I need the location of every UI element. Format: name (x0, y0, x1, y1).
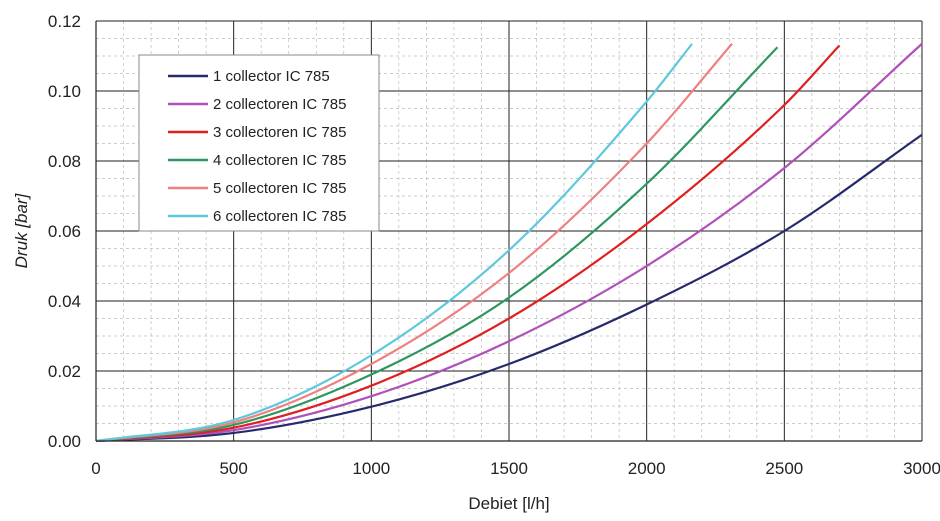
legend: 1 collector IC 785 2 collectoren IC 785 3 … (138, 54, 380, 232)
series-line-1 (95, 133, 923, 443)
series-line-2 (95, 42, 923, 443)
legend-label-4: 4 collectoren IC 785 (213, 152, 346, 169)
x-tick-label: 1500 (490, 459, 528, 478)
y-tick-label: 0.06 (48, 222, 81, 241)
legend-label-6: 6 collectoren IC 785 (213, 208, 346, 225)
y-tick-label: 0.12 (48, 12, 81, 31)
legend-label-2: 2 collectoren IC 785 (213, 96, 346, 113)
y-tick-label: 0.00 (48, 432, 81, 451)
series-line-6 (95, 43, 693, 443)
axes: 0 500 1000 1500 2000 2500 3000 0.00 0.02 0.04 0.06… (48, 12, 940, 478)
x-tick-label: 2000 (628, 459, 666, 478)
y-tick-label: 0.02 (48, 362, 81, 381)
legend-label-5: 5 collectoren IC 785 (213, 180, 346, 197)
x-tick-label: 0 (91, 459, 100, 478)
x-tick-label: 500 (219, 459, 247, 478)
series-line-5 (95, 43, 733, 443)
legend-label-3: 3 collectoren IC 785 (213, 124, 346, 141)
y-tick-label: 0.08 (48, 152, 81, 171)
y-tick-label: 0.04 (48, 292, 81, 311)
y-tick-label: 0.10 (48, 82, 81, 101)
x-axis-title: Debiet [l/h] (468, 494, 549, 513)
x-tick-label: 3000 (903, 459, 940, 478)
x-tick-label: 2500 (765, 459, 803, 478)
series-line-4 (95, 46, 779, 443)
series-line-3 (95, 44, 841, 443)
series-lines (95, 42, 923, 443)
legend-box (138, 54, 380, 232)
x-tick-label: 1000 (352, 459, 390, 478)
legend-label-1: 1 collector IC 785 (213, 68, 330, 85)
y-axis-title: Druk [bar] (12, 192, 31, 268)
